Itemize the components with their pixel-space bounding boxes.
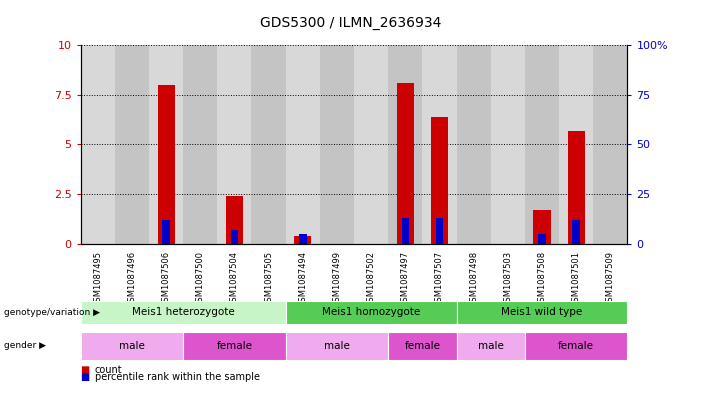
Bar [286,301,456,324]
Bar [456,332,525,360]
Bar [226,196,243,244]
Bar [538,234,545,244]
Bar [436,218,443,244]
Bar [525,45,559,244]
Bar [115,45,149,244]
Bar [388,45,422,244]
Bar [422,45,456,244]
Text: gender ▶: gender ▶ [4,342,46,350]
Bar [252,45,286,244]
Text: female: female [217,341,252,351]
Text: ■: ■ [81,372,90,382]
Text: Meis1 heterozygote: Meis1 heterozygote [132,307,235,318]
Bar [81,45,115,244]
Bar [593,45,627,244]
Bar [81,301,286,324]
Bar [217,45,252,244]
Bar [456,45,491,244]
Bar [163,220,170,244]
Bar [568,130,585,244]
Bar [286,332,388,360]
Bar [320,45,354,244]
Bar [231,230,238,244]
Bar [81,332,183,360]
Bar [183,332,286,360]
Text: GDS5300 / ILMN_2636934: GDS5300 / ILMN_2636934 [260,16,441,30]
Bar [431,117,448,244]
Text: Meis1 wild type: Meis1 wild type [501,307,583,318]
Text: male: male [478,341,503,351]
Bar [397,83,414,244]
Text: percentile rank within the sample: percentile rank within the sample [95,372,259,382]
Bar [559,45,593,244]
Text: genotype/variation ▶: genotype/variation ▶ [4,308,100,317]
Text: male: male [324,341,350,351]
Bar [533,210,550,244]
Bar [388,332,456,360]
Bar [354,45,388,244]
Text: male: male [119,341,145,351]
Text: female: female [404,341,440,351]
Text: female: female [558,341,594,351]
Text: count: count [95,365,122,375]
Bar [286,45,320,244]
Bar [158,85,175,244]
Bar [491,45,525,244]
Bar [525,332,627,360]
Bar [299,234,306,244]
Text: Meis1 homozygote: Meis1 homozygote [322,307,420,318]
Bar [402,218,409,244]
Bar [294,236,311,244]
Bar [573,220,580,244]
Bar [183,45,217,244]
Bar [149,45,183,244]
Text: ■: ■ [81,365,90,375]
Bar [456,301,627,324]
